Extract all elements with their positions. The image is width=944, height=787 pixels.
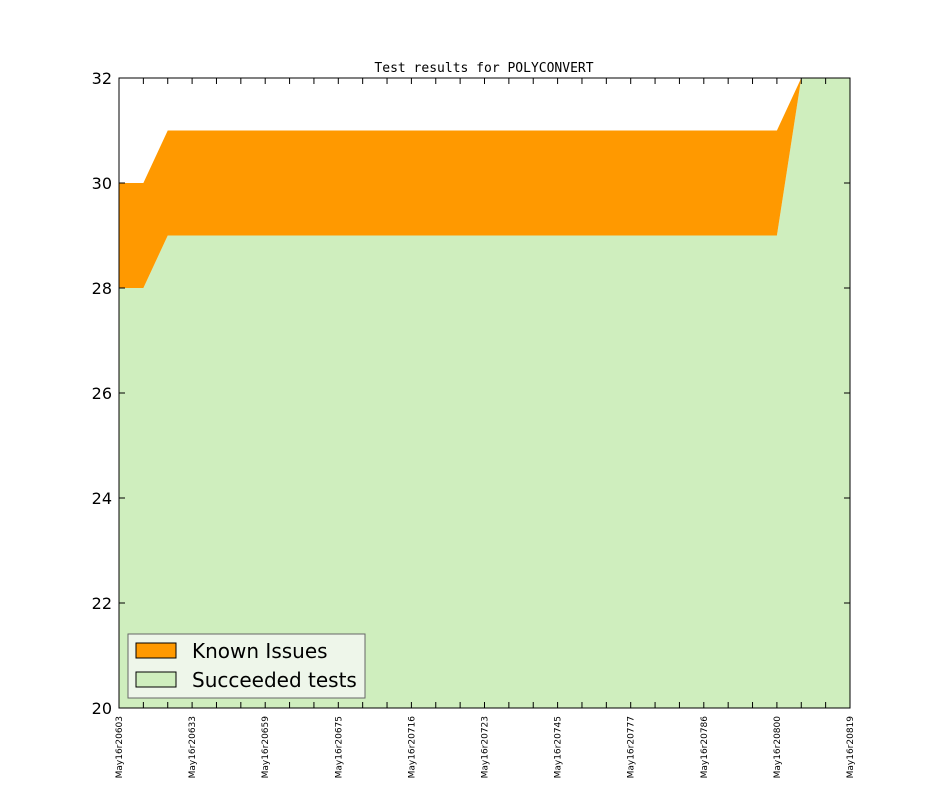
ytick-label: 22 (92, 594, 112, 613)
chart-title: Test results for POLYCONVERT (374, 61, 593, 76)
xtick-label: May16r20777 (627, 716, 637, 778)
legend-swatch-succeeded-tests (135, 671, 177, 688)
legend: Known Issues Succeeded tests (127, 633, 366, 699)
xtick-label: May16r20723 (481, 716, 491, 778)
xtick-label: May16r20745 (554, 716, 564, 778)
ytick-label: 32 (92, 69, 112, 88)
xtick-label: May16r20716 (407, 716, 417, 779)
legend-swatch-known-issues (135, 642, 177, 659)
ytick-label: 28 (92, 279, 112, 298)
ytick-label: 30 (92, 174, 112, 193)
xtick-label: May16r20633 (188, 716, 198, 778)
ytick-label: 24 (92, 489, 112, 508)
ytick-label: 20 (92, 699, 112, 718)
xtick-label: May16r20659 (261, 716, 271, 779)
xtick-label: May16r20786 (700, 716, 710, 779)
area-known-issues (119, 78, 850, 288)
xtick-label: May16r20800 (773, 716, 783, 779)
xtick-label: May16r20675 (334, 716, 344, 778)
xtick-label: May16r20819 (846, 716, 856, 779)
legend-label-known-issues: Known Issues (192, 639, 328, 663)
ytick-label: 26 (92, 384, 112, 403)
legend-label-succeeded-tests: Succeeded tests (192, 668, 357, 692)
xtick-label: May16r20603 (115, 716, 125, 778)
